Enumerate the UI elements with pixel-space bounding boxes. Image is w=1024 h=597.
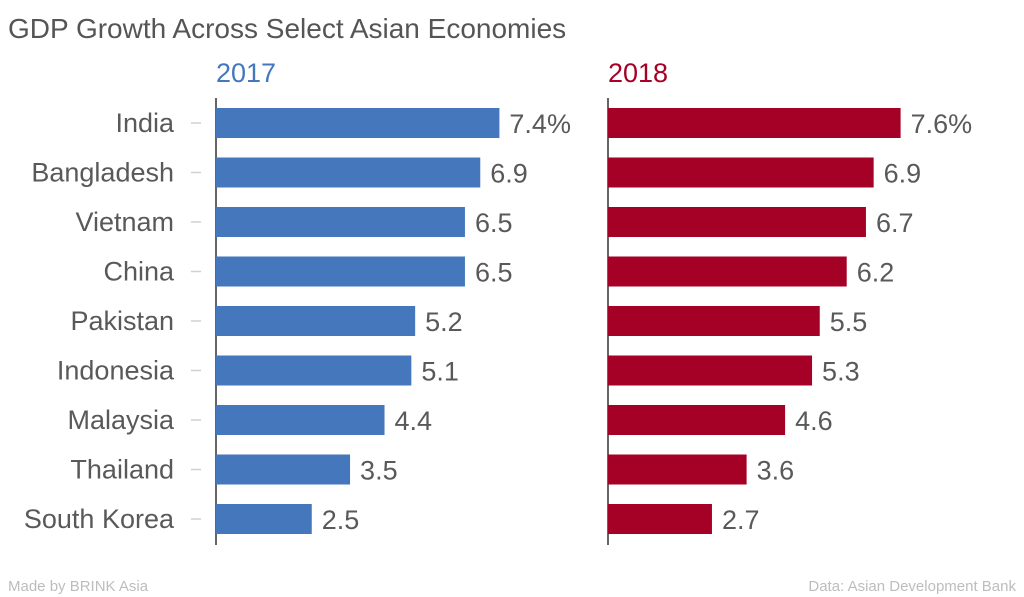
- bar: [608, 355, 813, 386]
- category-label: Vietnam: [75, 207, 174, 237]
- panel-title: 2018: [608, 58, 668, 88]
- category-label: Bangladesh: [31, 158, 174, 188]
- data-label: 4.4: [395, 406, 433, 436]
- data-label: 5.2: [425, 307, 463, 337]
- category-label: India: [115, 108, 175, 138]
- bar: [608, 157, 874, 188]
- category-label: Malaysia: [67, 405, 175, 435]
- category-label: Thailand: [70, 455, 174, 485]
- data-label: 7.6%: [911, 109, 973, 139]
- bar: [608, 207, 866, 237]
- bar: [216, 108, 500, 138]
- bar: [216, 405, 385, 435]
- bar: [608, 306, 820, 336]
- panel-title: 2017: [216, 58, 276, 88]
- data-label: 4.6: [795, 406, 833, 436]
- data-label: 5.1: [421, 357, 459, 387]
- bar: [216, 454, 351, 485]
- bar: [216, 207, 465, 237]
- data-label: 2.5: [322, 505, 360, 535]
- category-label: Pakistan: [70, 306, 174, 336]
- bar: [216, 256, 465, 287]
- bar: [216, 355, 412, 386]
- bar: [216, 157, 481, 188]
- category-label: China: [103, 257, 175, 287]
- chart-title: GDP Growth Across Select Asian Economies: [8, 13, 566, 44]
- footer-credit: Made by BRINK Asia: [8, 578, 149, 595]
- bar: [608, 108, 901, 138]
- data-label: 6.9: [884, 159, 922, 189]
- bar: [216, 504, 312, 534]
- bar: [608, 454, 747, 485]
- bar: [608, 405, 786, 435]
- data-label: 6.7: [876, 208, 914, 238]
- data-label: 6.5: [475, 258, 513, 288]
- data-label: 6.2: [857, 258, 895, 288]
- category-label: Indonesia: [57, 356, 175, 386]
- plot-area: India Bangladesh Vietnam China Pakistan Indon…: [24, 58, 972, 545]
- data-label: 3.5: [360, 456, 398, 486]
- data-label: 5.5: [830, 307, 868, 337]
- data-label: 5.3: [822, 357, 860, 387]
- footer-source: Data: Asian Development Bank: [808, 578, 1016, 595]
- data-label: 6.5: [475, 208, 513, 238]
- category-label: South Korea: [24, 504, 175, 534]
- data-label: 2.7: [722, 505, 760, 535]
- bar: [608, 504, 712, 534]
- data-label: 3.6: [757, 456, 795, 486]
- data-label: 7.4%: [509, 109, 571, 139]
- bar: [216, 306, 416, 336]
- bar: [608, 256, 847, 287]
- data-label: 6.9: [490, 159, 528, 189]
